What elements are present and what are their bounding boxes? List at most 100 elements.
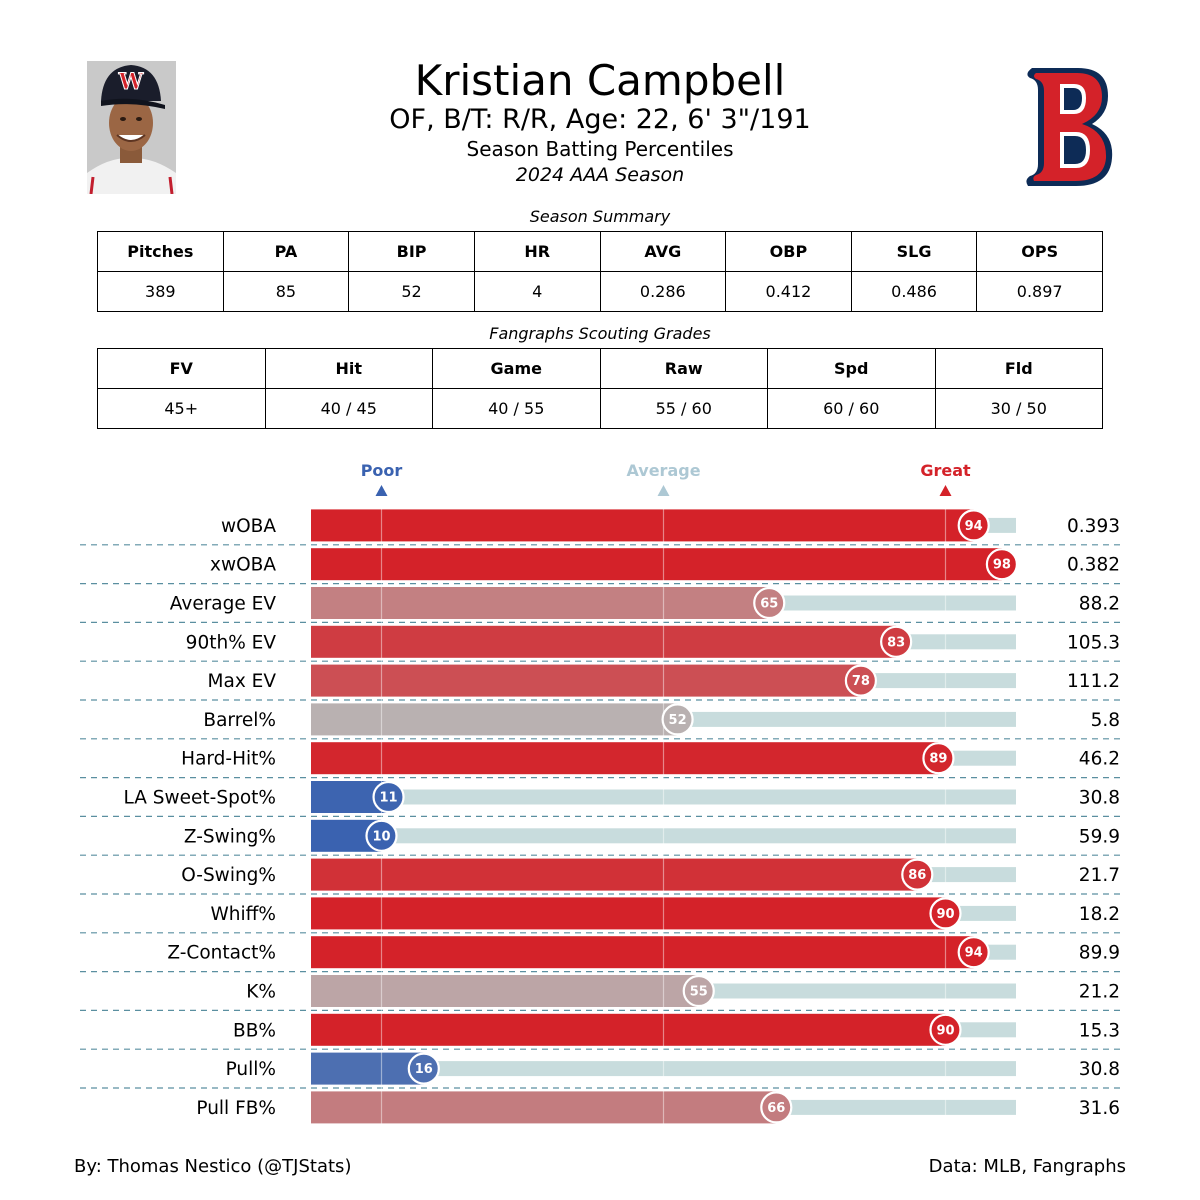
percentile-badge — [753, 586, 786, 620]
metric-label: Average EV — [170, 594, 277, 615]
stat-value: 5.8 — [1091, 710, 1120, 731]
scouting-grades-header-cell: FV — [97, 348, 266, 389]
percentile-bar — [311, 703, 678, 736]
metric-label: O-Swing% — [181, 865, 276, 886]
season-summary-value-row: 389 85 52 4 0.286 0.412 0.486 0.897 — [97, 271, 1103, 312]
stat-value: 30.8 — [1079, 788, 1120, 809]
percentile-badge — [985, 548, 1019, 581]
season-summary-header-cell: SLG — [850, 231, 978, 272]
marker-triangle-average — [657, 485, 670, 496]
percentile-bar — [311, 742, 939, 775]
scouting-grades-header-row: FV Hit Game Raw Spd Fld — [97, 348, 1103, 389]
percentile-bar — [311, 587, 770, 619]
season-summary-header-row: Pitches PA BIP HR AVG OBP SLG OPS — [97, 231, 1103, 272]
metric-label: Whiff% — [211, 904, 276, 925]
percentile-value: 89 — [929, 752, 947, 767]
data-source: Data: MLB, Fangraphs — [928, 1156, 1126, 1177]
scouting-grades-header-cell: Game — [432, 348, 601, 389]
season-summary-value-cell: 85 — [222, 271, 350, 312]
percentile-value: 94 — [965, 946, 983, 961]
season-summary-header-cell: AVG — [599, 231, 727, 272]
player-name: Kristian Campbell — [414, 56, 786, 105]
percentile-value: 65 — [760, 597, 778, 612]
percentile-badge — [682, 974, 715, 1008]
percentile-badge — [922, 742, 955, 775]
metric-label: Pull FB% — [196, 1098, 276, 1119]
stat-value: 0.393 — [1067, 516, 1120, 537]
stat-value: 31.6 — [1079, 1098, 1120, 1119]
percentile-value: 86 — [908, 868, 926, 883]
season-label: 2024 AAA Season — [515, 164, 685, 186]
percentile-bar — [311, 509, 974, 542]
percentile-bar — [311, 897, 946, 930]
stat-value: 111.2 — [1067, 671, 1120, 692]
marker-label-great: Great — [920, 461, 971, 480]
stat-value: 18.2 — [1079, 904, 1120, 925]
season-summary-value-cell: 0.486 — [850, 271, 978, 312]
percentile-value: 52 — [669, 713, 687, 728]
season-summary-value-cell: 0.897 — [976, 271, 1103, 312]
stat-value: 89.9 — [1079, 943, 1120, 964]
stat-value: 0.382 — [1067, 555, 1120, 576]
stat-value: 30.8 — [1079, 1059, 1120, 1080]
percentile-badge — [365, 819, 398, 852]
percentile-bar — [311, 1091, 777, 1124]
chart-subtitle: Season Batting Percentiles — [466, 137, 734, 161]
season-summary-value-cell: 52 — [348, 271, 475, 312]
bar-track — [311, 789, 1016, 805]
percentile-bar — [311, 664, 861, 697]
percentile-bar — [311, 1013, 946, 1046]
scouting-grades-value-cell: 55 / 60 — [599, 388, 768, 429]
percentile-value: 78 — [852, 674, 870, 689]
percentile-value: 83 — [887, 635, 905, 650]
scouting-grades-value-cell: 45+ — [97, 388, 266, 429]
stat-value: 59.9 — [1079, 826, 1120, 847]
marker-triangle-great — [939, 485, 952, 496]
percentile-badge — [957, 936, 990, 969]
percentile-value: 90 — [936, 907, 954, 922]
season-summary-header-cell: BIP — [348, 231, 475, 272]
marker-label-poor: Poor — [361, 461, 403, 480]
season-summary-header-cell: Pitches — [97, 231, 224, 272]
season-summary-header-cell: PA — [222, 231, 350, 272]
metric-label: xwOBA — [210, 555, 276, 576]
metric-label: LA Sweet-Spot% — [124, 788, 276, 809]
percentile-badge — [880, 625, 913, 658]
percentile-bar — [311, 625, 897, 658]
player-headshot-image: W — [87, 61, 176, 194]
scouting-grades-header-cell: Hit — [264, 348, 433, 389]
percentile-value: 10 — [372, 829, 390, 844]
metric-label: Z-Contact% — [167, 943, 276, 964]
percentile-badge — [661, 703, 694, 736]
metric-label: K% — [246, 982, 276, 1003]
metric-label: BB% — [233, 1020, 276, 1041]
percentile-badge — [929, 897, 962, 930]
season-summary-value-cell: 4 — [473, 271, 601, 312]
scouting-grades-value-cell: 40 / 45 — [264, 388, 433, 429]
bar-track — [311, 1061, 1016, 1077]
team-logo-image — [1026, 68, 1113, 186]
percentile-badge — [844, 664, 878, 697]
season-summary-header-cell: OPS — [976, 231, 1103, 272]
stat-value: 46.2 — [1079, 749, 1120, 770]
percentile-bar — [311, 936, 974, 969]
scouting-grades-header-cell: Fld — [934, 348, 1103, 389]
metric-label: Hard-Hit% — [181, 749, 276, 770]
scouting-grades-header-cell: Raw — [599, 348, 768, 389]
scouting-grades-caption: Fangraphs Scouting Grades — [489, 324, 711, 343]
percentile-bar — [311, 1052, 424, 1085]
percentile-chart: Poor Average Great wOBA 94 0.393 xwOBA 98 0.382 A… — [80, 461, 1120, 1125]
percentile-value: 55 — [690, 985, 708, 1000]
percentile-value: 98 — [993, 558, 1011, 573]
season-summary-table: Pitches PA BIP HR AVG OBP SLG OPS 389 85 52 4 0.286… — [97, 231, 1103, 312]
percentile-bar — [311, 858, 918, 891]
stat-value: 21.2 — [1079, 982, 1120, 1003]
metric-label: Z-Swing% — [184, 826, 276, 847]
season-summary-value-cell: 389 — [97, 271, 224, 312]
percentile-badge — [407, 1052, 440, 1085]
percentile-badge — [760, 1091, 793, 1124]
percentile-bar — [311, 548, 1002, 581]
stat-value: 21.7 — [1079, 865, 1120, 886]
scouting-grades-value-cell: 40 / 55 — [432, 388, 601, 429]
percentile-value: 11 — [380, 791, 398, 806]
